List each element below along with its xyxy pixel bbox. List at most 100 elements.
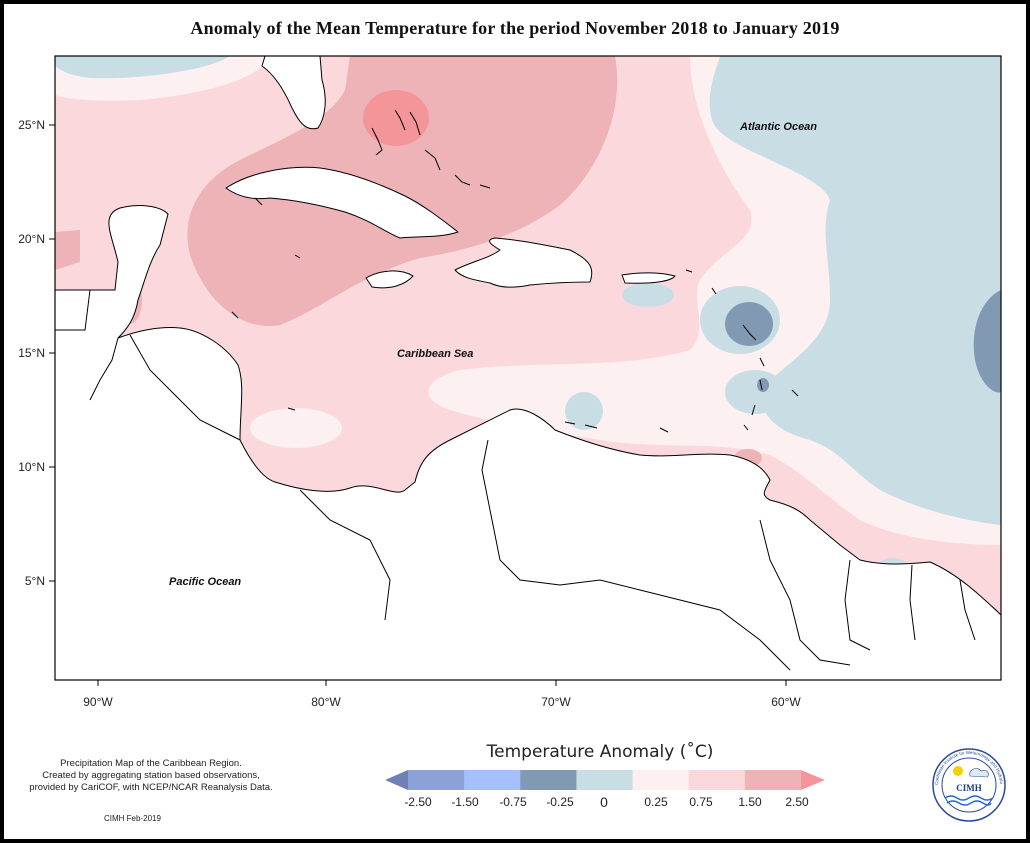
colorbar-bin-6 bbox=[688, 770, 746, 790]
credit-text: CIMH Feb-2019 bbox=[104, 814, 161, 823]
axis-ticks bbox=[49, 124, 787, 686]
island-virgin bbox=[685, 269, 693, 273]
cool-patch-st-vincent bbox=[725, 370, 785, 414]
island-grenadines bbox=[751, 404, 756, 416]
colorbar-title: Temperature Anomaly (˚C) bbox=[486, 742, 714, 762]
island-eleuthera bbox=[394, 109, 406, 131]
cuba-outline bbox=[225, 166, 459, 239]
lat-label-20: 20°N bbox=[18, 232, 45, 246]
lat-label-25: 25°N bbox=[18, 118, 45, 132]
border-guyana-suriname bbox=[844, 559, 871, 651]
hispaniola-outline bbox=[454, 237, 593, 288]
cool-zone-gulf bbox=[55, 56, 230, 79]
label-pacific-ocean: Pacific Ocean bbox=[169, 576, 241, 588]
island-swan bbox=[231, 311, 239, 319]
border-french-guiana-brazil bbox=[959, 579, 976, 641]
colorbar-label-6: 0.75 bbox=[689, 795, 713, 809]
island-inagua bbox=[454, 174, 471, 186]
small-islands bbox=[231, 109, 799, 433]
island-exuma bbox=[424, 149, 441, 171]
island-cayman bbox=[294, 254, 301, 259]
label-atlantic-ocean: Atlantic Ocean bbox=[739, 121, 817, 133]
island-st-lucia bbox=[759, 379, 763, 391]
colorbar-low-arrow bbox=[385, 770, 408, 790]
footnote: Precipitation Map of the Caribbean Regio… bbox=[8, 758, 294, 794]
neutral-patch-west-caribbean bbox=[250, 408, 342, 448]
border-mexico-belize bbox=[55, 289, 91, 331]
colorbar bbox=[385, 770, 825, 790]
footnote-line-2: Created by aggregating station based obs… bbox=[42, 770, 260, 781]
colorbar-label-3: -0.25 bbox=[546, 795, 574, 809]
colorbar-label-2: -0.75 bbox=[499, 795, 527, 809]
island-guadeloupe bbox=[742, 324, 757, 341]
island-andros bbox=[371, 127, 383, 156]
border-venezuela-guyana bbox=[759, 519, 851, 666]
island-martinique bbox=[759, 357, 765, 367]
colorbar-bin-3 bbox=[520, 770, 577, 790]
colorbar-bin-4 bbox=[576, 770, 634, 790]
border-colombia-venezuela bbox=[481, 439, 791, 671]
colorbar-bin-7 bbox=[744, 770, 802, 790]
island-curacao bbox=[584, 424, 598, 429]
island-grenada bbox=[743, 424, 749, 431]
wave-icon-2 bbox=[946, 800, 992, 806]
cloud-icon bbox=[969, 768, 989, 778]
lon-label-80: 80°W bbox=[311, 695, 341, 709]
longitude-labels: 90°W 80°W 70°W 60°W bbox=[83, 695, 801, 709]
island-aruba bbox=[564, 421, 576, 425]
colorbar-bins bbox=[408, 770, 802, 790]
border-central-america bbox=[129, 334, 241, 441]
colorbar-label-1: -1.50 bbox=[451, 795, 479, 809]
cool-core-guadeloupe bbox=[725, 302, 773, 346]
colorbar-label-7: 1.50 bbox=[738, 795, 762, 809]
country-borders bbox=[55, 289, 976, 671]
map-border bbox=[54, 55, 1002, 681]
island-barbados bbox=[791, 389, 799, 397]
colorbar-labels: -2.50 -1.50 -0.75 -0.25 0 0.25 0.75 1.50… bbox=[404, 794, 809, 810]
lon-label-90: 90°W bbox=[83, 695, 113, 709]
lat-label-10: 10°N bbox=[18, 460, 45, 474]
cool-patch-virgin-islands bbox=[622, 283, 674, 307]
footnote-line-1: Precipitation Map of the Caribbean Regio… bbox=[60, 758, 242, 769]
wave-icon bbox=[944, 795, 994, 801]
cool-patch-curacao bbox=[565, 392, 603, 430]
island-antigua bbox=[711, 287, 717, 295]
colorbar-label-8: 2.50 bbox=[785, 795, 809, 809]
cool-core-east-atlantic bbox=[973, 290, 1001, 393]
island-margarita bbox=[659, 427, 669, 433]
colorbar-bin-5 bbox=[632, 770, 690, 790]
footnote-line-3: provided by CariCOF, with NCEP/NCAR Rean… bbox=[29, 782, 273, 793]
colorbar-label-5: 0.25 bbox=[644, 795, 668, 809]
lat-label-5: 5°N bbox=[25, 574, 45, 588]
cool-zone-atlantic bbox=[709, 56, 1001, 525]
colorbar-high-arrow bbox=[801, 770, 825, 790]
warm-zone-gulf-edge bbox=[55, 230, 80, 270]
lon-label-60: 60°W bbox=[771, 695, 801, 709]
cool-core-st-vincent bbox=[757, 378, 769, 392]
colorbar-bin-1 bbox=[408, 770, 465, 790]
lat-label-15: 15°N bbox=[18, 346, 45, 360]
border-guatemala-coast bbox=[89, 337, 119, 401]
logo-short-name: CIMH bbox=[956, 783, 982, 793]
central-south-america-outline bbox=[55, 205, 1001, 680]
lon-label-70: 70°W bbox=[541, 695, 571, 709]
island-san-andres bbox=[287, 407, 296, 411]
border-panama-colombia bbox=[299, 489, 391, 621]
island-cat bbox=[409, 111, 421, 136]
island-isla-juventud bbox=[254, 197, 263, 206]
hot-patch-bahamas bbox=[363, 90, 429, 146]
warm-zone-northwest-caribbean bbox=[187, 56, 618, 326]
land-masses bbox=[55, 56, 1001, 680]
florida-outline bbox=[261, 56, 326, 130]
jamaica-outline bbox=[365, 270, 414, 289]
colorbar-bin-2 bbox=[464, 770, 521, 790]
map-title: Anomaly of the Mean Temperature for the … bbox=[190, 18, 840, 38]
colorbar-label-4: 0 bbox=[600, 794, 608, 810]
latitude-labels: 25°N 20°N 15°N 10°N 5°N bbox=[18, 118, 45, 588]
puerto-rico-outline bbox=[621, 272, 676, 284]
border-suriname-french-guiana bbox=[909, 564, 916, 641]
colorbar-label-0: -2.50 bbox=[404, 795, 432, 809]
sun-icon bbox=[953, 766, 963, 776]
